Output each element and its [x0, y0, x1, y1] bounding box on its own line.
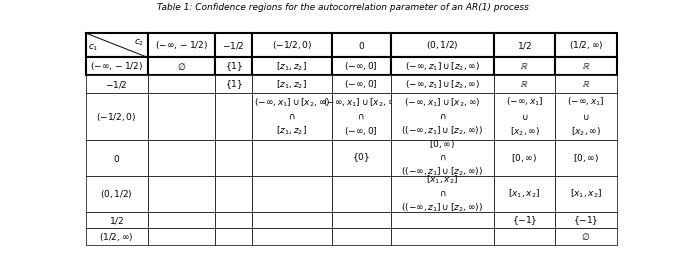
Text: Table 1: Confidence regions for the autocorrelation parameter of an AR(1) proces: Table 1: Confidence regions for the auto… — [157, 3, 528, 12]
Text: $c_1$: $c_1$ — [88, 43, 99, 53]
Text: $c_2$: $c_2$ — [134, 38, 145, 48]
